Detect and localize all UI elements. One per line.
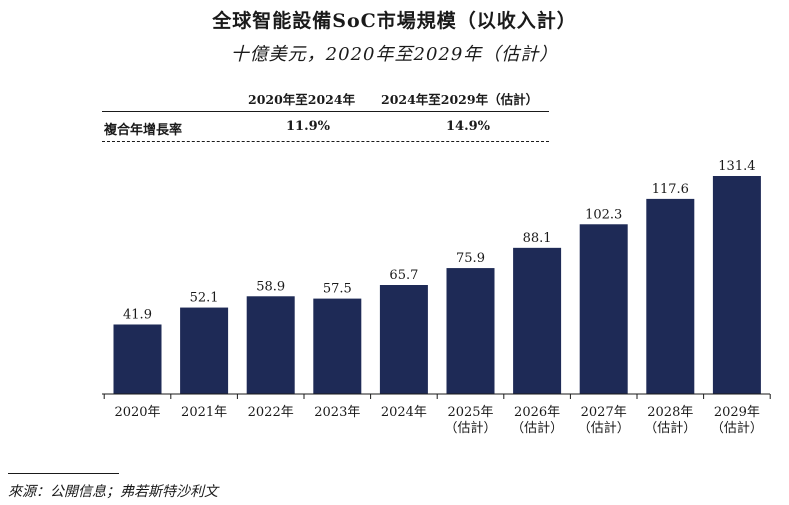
x-tick-label: 2028年 <box>647 405 693 420</box>
x-tick-label: （估計） <box>644 420 696 436</box>
x-tick-label: 2026年 <box>514 405 560 420</box>
x-tick-label: 2025年 <box>447 405 493 420</box>
bar <box>446 268 495 394</box>
data-label: 131.4 <box>718 159 755 174</box>
bar <box>712 176 761 394</box>
bar <box>513 247 562 394</box>
x-tick-label: 2020年 <box>114 405 160 420</box>
cagr-table-rule <box>102 111 549 112</box>
x-tick-label: 2021年 <box>181 405 227 420</box>
bar <box>246 296 295 394</box>
data-label: 117.6 <box>652 182 689 197</box>
cagr-col2-value: 14.9% <box>446 119 491 134</box>
x-tick-label: 2027年 <box>581 405 627 420</box>
bar <box>379 285 428 394</box>
data-label: 75.9 <box>456 251 485 266</box>
data-label: 57.5 <box>323 282 352 297</box>
bar <box>313 298 362 394</box>
cagr-row-label: 複合年增長率 <box>104 123 183 138</box>
chart-subtitle: 十億美元，2020年至2029年（估計） <box>230 44 559 65</box>
x-tick-label: 2022年 <box>248 405 294 420</box>
x-tick-label: （估計） <box>711 420 763 436</box>
data-label: 41.9 <box>123 307 152 322</box>
bar <box>646 198 695 394</box>
data-label: 65.7 <box>389 268 418 283</box>
x-tick-label: （估計） <box>511 420 563 436</box>
x-tick-label: 2029年 <box>714 405 760 420</box>
data-label: 88.1 <box>523 231 552 246</box>
bar <box>579 224 628 394</box>
chart-title: 全球智能設備SoC市場規模（以收入計） <box>212 10 577 32</box>
data-label: 52.1 <box>190 291 219 306</box>
x-tick-label: 2023年 <box>314 405 360 420</box>
x-tick-label: （估計） <box>444 420 496 436</box>
source-note: 來源：公開信息；弗若斯特沙利文 <box>8 484 218 500</box>
bar <box>113 324 162 394</box>
x-tick-label: 2024年 <box>381 405 427 420</box>
cagr-table-dashed-rule <box>102 141 549 142</box>
bar <box>180 307 229 394</box>
cagr-col2-header: 2024年至2029年（估計） <box>381 92 539 107</box>
footnote-rule <box>8 473 119 474</box>
x-tick-label: （估計） <box>578 420 630 436</box>
data-label: 102.3 <box>585 207 622 222</box>
cagr-col1-value: 11.9% <box>286 119 331 134</box>
cagr-col1-header: 2020年至2024年 <box>248 92 356 107</box>
data-label: 58.9 <box>256 279 285 294</box>
